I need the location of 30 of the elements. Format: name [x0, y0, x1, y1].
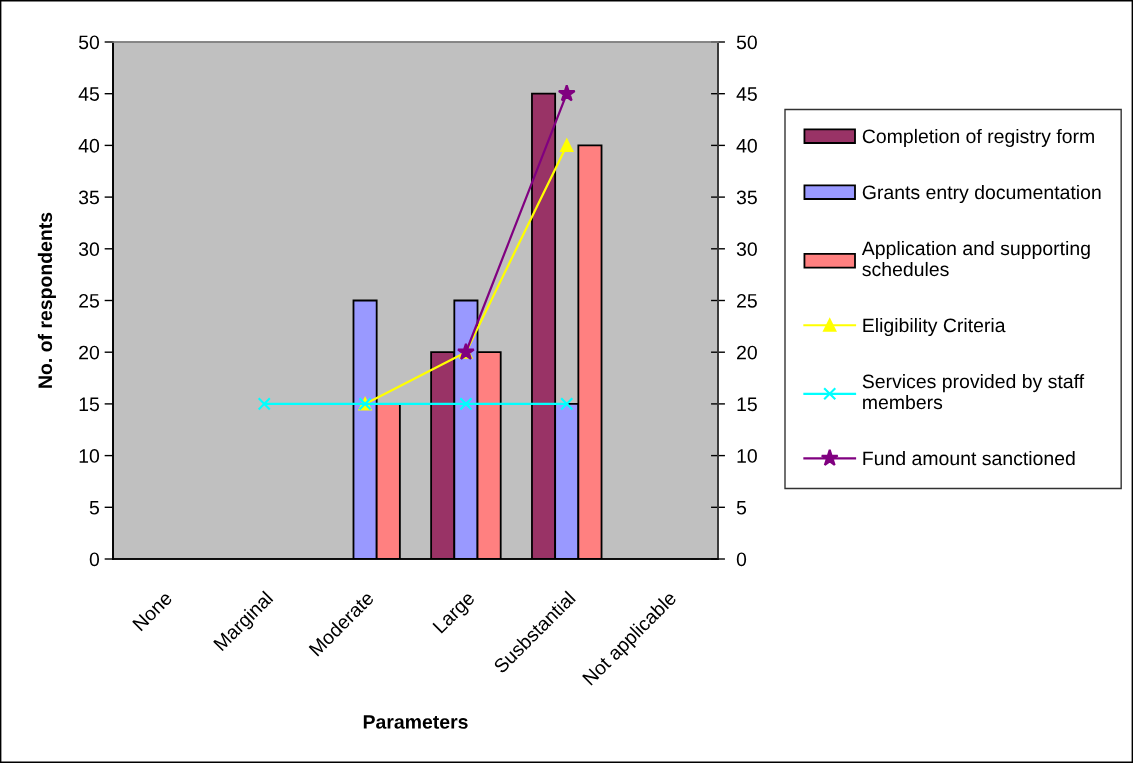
legend-label: Grants entry documentation	[862, 184, 1101, 204]
legend-label: Fund amount sanctioned	[863, 450, 1075, 466]
x-axis-title: Parameters	[363, 715, 468, 729]
y-tick-label: 50	[78, 35, 100, 50]
y2-tick-label: 30	[736, 242, 757, 257]
y2-tick-label: 25	[737, 293, 757, 308]
y2-tick-label: 35	[736, 190, 757, 205]
y2-tick-label: 40	[736, 138, 757, 153]
y2-tick-label: 15	[737, 397, 757, 412]
y-tick-label: 45	[78, 87, 99, 101]
y-tick-label: 15	[79, 397, 99, 412]
y-tick-label: 10	[79, 449, 100, 463]
legend-label: Eligibility Criteria	[863, 317, 1006, 337]
y-tick-label: 5	[89, 500, 99, 515]
legend-label: Application and supporting schedules	[861, 240, 1090, 277]
y-tick-label: 20	[79, 345, 100, 360]
y-tick-label: 25	[79, 293, 99, 308]
y-tick-label: 30	[78, 242, 100, 257]
y2-tick-label: 10	[737, 449, 757, 463]
y2-tick-label: 50	[736, 35, 757, 50]
y2-tick-label: 20	[737, 345, 757, 360]
y-tick-label: 35	[78, 190, 99, 205]
y2-tick-label: 5	[736, 500, 747, 515]
y-axis-title: No. of respondents	[37, 212, 56, 388]
y-tick-label: 0	[89, 552, 100, 567]
y2-tick-label: 0	[736, 552, 747, 567]
y-tick-label: 40	[78, 138, 100, 153]
legend-label: Services provided by staff members	[862, 374, 1085, 410]
y2-tick-label: 45	[736, 87, 757, 101]
legend-label: Completion of registry form	[862, 128, 1094, 148]
